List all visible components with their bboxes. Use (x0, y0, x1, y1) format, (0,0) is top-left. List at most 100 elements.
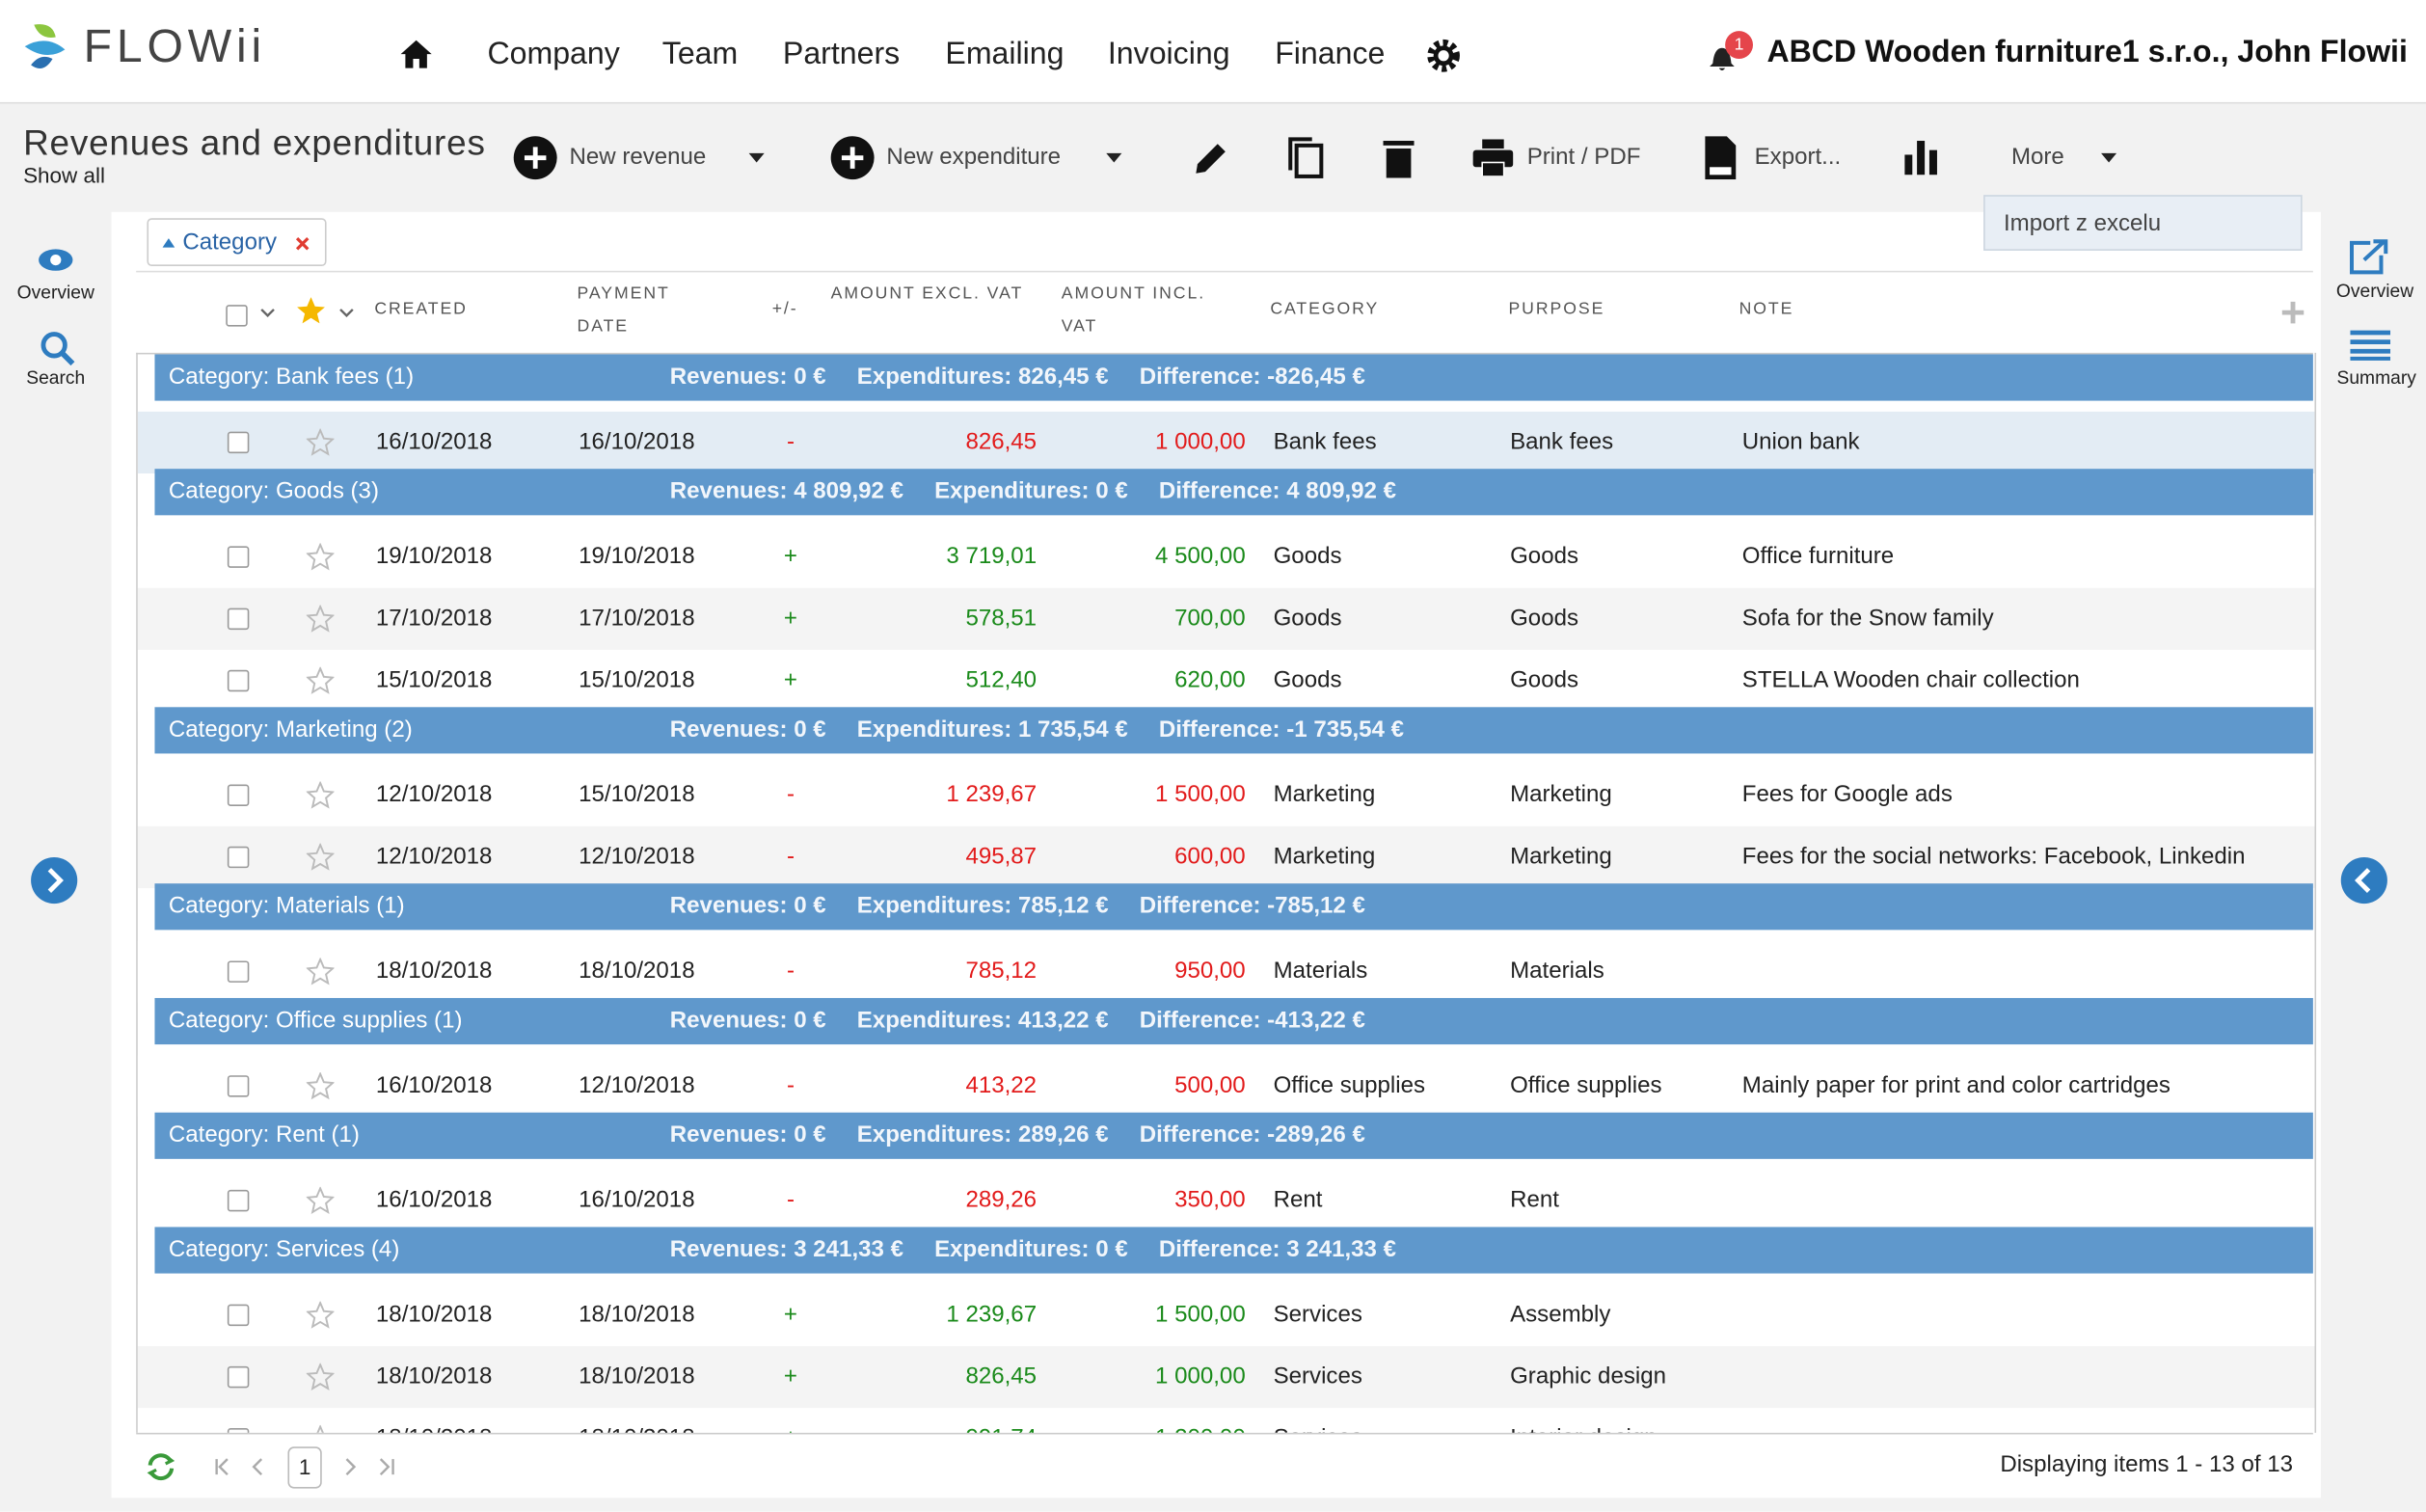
row-checkbox[interactable] (227, 546, 250, 568)
add-icon[interactable] (512, 135, 558, 181)
print-button[interactable]: Print / PDF (1526, 144, 1641, 171)
sidebar-item[interactable]: Search (26, 366, 86, 389)
row-checkbox[interactable] (227, 1304, 250, 1327)
add-column[interactable] (2280, 300, 2305, 325)
star[interactable] (306, 781, 335, 809)
list-icon[interactable] (2350, 330, 2391, 361)
star[interactable] (306, 1071, 335, 1100)
export-icon[interactable] (1705, 136, 1737, 180)
dropdown-arrow[interactable] (2099, 151, 2117, 164)
column-header[interactable]: CREATED (374, 300, 468, 319)
group-difference: Difference: -785,12 € (1139, 892, 1365, 920)
column-header[interactable]: PAYMENT DATE (577, 284, 670, 337)
category: Rent (1273, 1186, 1323, 1214)
dropdown-arrow[interactable] (1105, 151, 1123, 164)
settings-icon[interactable] (1426, 39, 1460, 72)
pager-next[interactable] (342, 1458, 398, 1476)
refresh-icon[interactable] (146, 1451, 176, 1482)
edit-icon[interactable] (1193, 139, 1230, 176)
column-header[interactable]: AMOUNT INCL. VAT (1061, 284, 1206, 337)
sidebar-item[interactable]: Summary (2336, 366, 2416, 389)
nav-item[interactable]: Finance (1275, 37, 1386, 71)
column-header[interactable]: AMOUNT EXCL. VAT (830, 284, 1024, 304)
column-header[interactable]: CATEGORY (1270, 300, 1380, 319)
nav-item[interactable]: Company (487, 37, 620, 71)
note: Union bank (1741, 428, 1860, 455)
data-row[interactable]: 16/10/2018 16/10/2018 - 289,26 350,00 Rent Ren… (137, 1170, 2315, 1232)
data-row[interactable]: 17/10/2018 17/10/2018 +578,51 700,00 Goods Go… (137, 587, 2315, 650)
nav-item[interactable]: Partners (782, 37, 901, 71)
more-button[interactable]: More (2010, 144, 2064, 171)
row-checkbox[interactable] (227, 669, 250, 692)
nav-item[interactable]: Emailing (945, 37, 1065, 71)
star[interactable] (307, 1424, 335, 1433)
data-row[interactable]: 16/10/2018 16/10/2018 - 826,45 1 000,00 Bank … (137, 411, 2315, 474)
menu-item[interactable]: Import z excelu (1983, 195, 2303, 251)
group-row: Category: Office supplies (1) Revenues: 0… (154, 997, 2313, 1045)
data-row[interactable]: 18/10/2018 18/10/2018 +1 239,67 1 500,00 Ser… (137, 1283, 2315, 1347)
purpose: Office supplies (1510, 1071, 1662, 1099)
nav-item[interactable]: Team (661, 37, 739, 71)
row-checkbox[interactable] (227, 1365, 250, 1389)
pager-prev[interactable] (213, 1458, 269, 1476)
filter-label[interactable]: Show all (23, 162, 105, 188)
export-button[interactable]: Export... (1754, 144, 1842, 171)
data-row[interactable]: 19/10/2018 19/10/2018 +3 719,01 4 500,00 Goo… (137, 526, 2315, 588)
star[interactable] (306, 605, 335, 633)
data-row[interactable]: 15/10/2018 15/10/2018 +512,40 620,00 Goods Go… (137, 649, 2315, 713)
star-filter[interactable] (297, 297, 325, 324)
star[interactable] (306, 843, 335, 872)
data-row[interactable]: 18/10/2018 18/10/2018 - 785,12 950,00 Materia… (137, 940, 2315, 1003)
dropdown-arrow[interactable] (747, 151, 766, 164)
category: Goods (1273, 666, 1342, 693)
nav-item[interactable]: Invoicing (1107, 37, 1230, 71)
row-checkbox[interactable] (227, 960, 250, 983)
expand-right[interactable] (2339, 855, 2388, 904)
row-checkbox[interactable] (227, 784, 250, 806)
new-expenditure-button[interactable]: New expenditure (886, 144, 1062, 171)
sidebar-item[interactable]: Overview (2335, 280, 2414, 302)
star[interactable] (306, 666, 335, 695)
home-icon[interactable] (399, 39, 433, 69)
group-chip[interactable]: Category (147, 218, 327, 266)
star[interactable] (306, 1186, 335, 1215)
overview-icon[interactable] (38, 248, 75, 273)
expand-left[interactable] (29, 855, 78, 904)
add-icon[interactable] (829, 135, 876, 181)
row-checkbox[interactable] (227, 1428, 250, 1433)
print-icon[interactable] (1472, 139, 1514, 176)
pager-status: Displaying items 1 - 13 of 13 (2000, 1451, 2294, 1478)
account-name[interactable]: ABCD Wooden furniture1 s.r.o., John Flow… (1766, 35, 2408, 70)
row-checkbox[interactable] (227, 846, 250, 869)
search-icon[interactable] (39, 330, 76, 367)
star[interactable] (306, 1363, 335, 1391)
data-row[interactable]: 16/10/2018 12/10/2018 - 413,22 500,00 Office … (137, 1055, 2315, 1118)
remove-icon[interactable] (295, 236, 310, 251)
row-checkbox[interactable] (227, 608, 250, 631)
logo[interactable]: FLOWii (83, 21, 266, 73)
row-checkbox[interactable] (227, 1075, 250, 1097)
select-all[interactable] (226, 305, 248, 327)
star[interactable] (306, 543, 335, 571)
row-checkbox[interactable] (227, 431, 250, 454)
data-row[interactable]: 12/10/2018 15/10/2018 - 1 239,67 1 500,00 Mar… (137, 764, 2315, 826)
open-icon[interactable] (2349, 238, 2389, 276)
notification-badge[interactable]: 1 (1725, 31, 1754, 59)
new-revenue-button[interactable]: New revenue (569, 144, 707, 171)
column-header[interactable]: NOTE (1739, 300, 1794, 319)
copy-icon[interactable] (1287, 136, 1325, 179)
data-row[interactable]: 12/10/2018 12/10/2018 - 495,87 600,00 Marketi… (137, 825, 2315, 889)
chart-icon[interactable] (1904, 141, 1938, 176)
data-row[interactable]: 18/10/2018 18/10/2018 +826,45 1 000,00 Servi… (137, 1346, 2315, 1409)
star[interactable] (306, 1301, 335, 1329)
amount-excl: 512,40 (965, 666, 1038, 693)
star[interactable] (306, 958, 335, 986)
delete-icon[interactable] (1383, 138, 1415, 178)
star[interactable] (306, 428, 335, 456)
column-header[interactable]: PURPOSE (1508, 300, 1605, 319)
column-header[interactable]: +/- (771, 300, 798, 319)
sidebar-item[interactable]: Overview (16, 282, 94, 304)
row-checkbox[interactable] (227, 1189, 250, 1212)
data-row[interactable]: 18/10/2018 18/10/2018 +991,74 1 200,00 Servi… (137, 1408, 2315, 1433)
page-number[interactable]: 1 (287, 1446, 322, 1489)
